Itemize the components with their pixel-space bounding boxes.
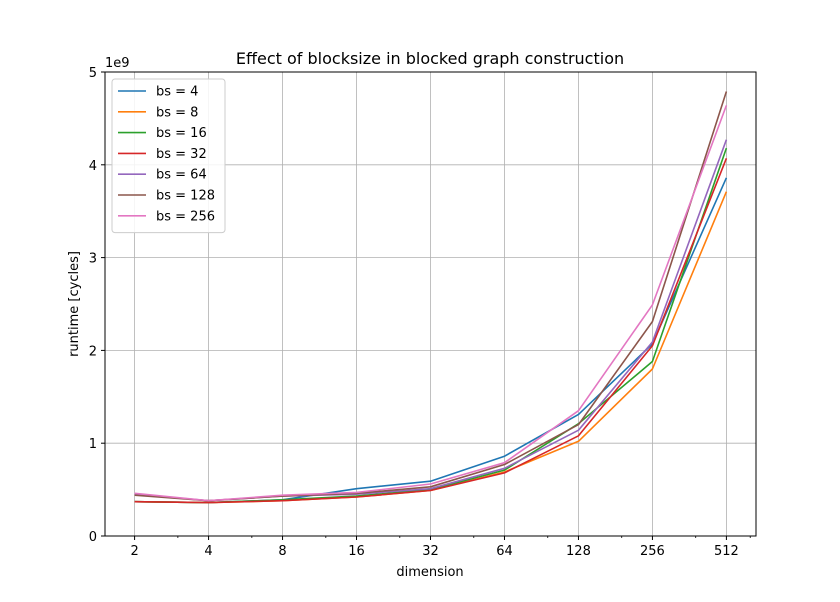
x-tick-label: 4: [204, 544, 212, 559]
chart-title: Effect of blocksize in blocked graph con…: [236, 49, 624, 68]
legend-label: bs = 32: [156, 147, 207, 162]
series-line-6: [134, 105, 728, 502]
x-tick-label: 128: [566, 544, 591, 559]
legend-label: bs = 256: [156, 209, 215, 224]
series-lines: [134, 91, 728, 504]
y-tick-label: 3: [89, 252, 97, 267]
y-tick-label: 2: [89, 344, 97, 359]
legend-label: bs = 64: [156, 168, 207, 183]
y-tick-label: 1: [89, 437, 97, 452]
x-tick-label: 32: [422, 544, 439, 559]
x-tick-label: 512: [714, 544, 739, 559]
x-tick-label: 64: [496, 544, 513, 559]
x-tick-label: 256: [640, 544, 665, 559]
y-tick-label: 0: [89, 530, 97, 545]
y-axis-offset-label: 1e9: [105, 56, 130, 71]
x-tick-label: 2: [130, 544, 138, 559]
grid: [105, 71, 756, 537]
axes: 2 4 8 16 32 64 128 256 512 0 1 2 3 4 5: [89, 66, 751, 559]
legend-label: bs = 4: [156, 85, 198, 100]
x-axis-label: dimension: [396, 565, 463, 580]
series-line-3: [134, 158, 728, 504]
legend-label: bs = 8: [156, 105, 198, 120]
x-tick-label: 8: [278, 544, 286, 559]
legend-label: bs = 128: [156, 189, 215, 204]
y-axis-label: runtime [cycles]: [67, 251, 82, 357]
legend: bs = 4 bs = 8 bs = 16 bs = 32 bs = 64 bs = 12…: [111, 78, 226, 234]
y-tick-label: 4: [89, 159, 97, 174]
y-tick-label: 5: [89, 66, 97, 81]
x-tick-label: 16: [348, 544, 365, 559]
legend-label: bs = 16: [156, 126, 207, 141]
